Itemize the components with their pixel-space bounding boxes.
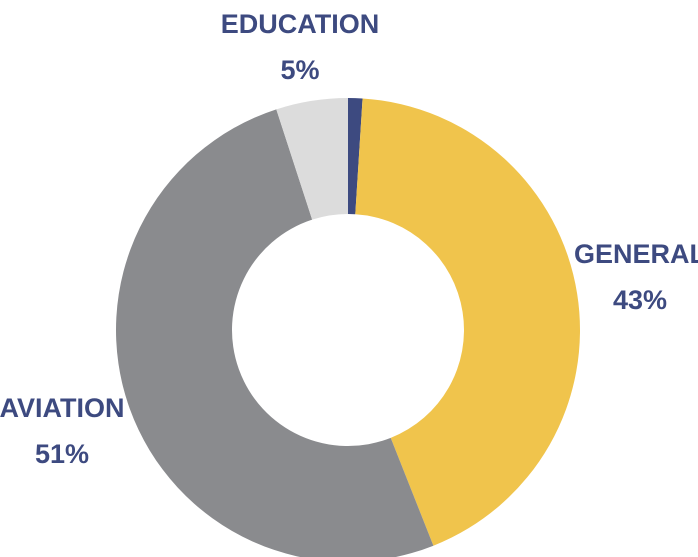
value-label: 5% [280, 55, 319, 85]
donut-segment [348, 98, 363, 215]
donut-segment [116, 109, 434, 557]
category-label: GENERAL [574, 239, 698, 269]
value-label: 43% [613, 285, 667, 315]
category-label: AVIATION [0, 393, 125, 423]
donut-segment [276, 98, 348, 220]
donut-segment [355, 98, 580, 546]
value-label: 51% [35, 439, 89, 469]
category-label: EDUCATION [221, 9, 380, 39]
